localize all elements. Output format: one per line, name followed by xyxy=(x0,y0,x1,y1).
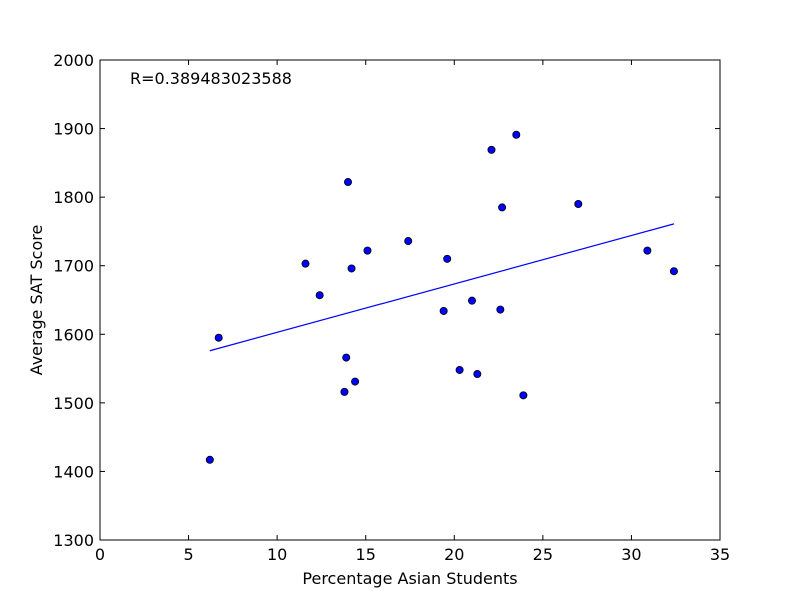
y-tick-label: 1700 xyxy=(53,257,94,276)
data-point xyxy=(340,387,349,396)
data-point xyxy=(404,237,413,246)
data-point xyxy=(443,254,452,263)
y-tick-label: 2000 xyxy=(53,51,94,70)
x-tick-label: 20 xyxy=(444,545,464,564)
y-tick-label: 1800 xyxy=(53,188,94,207)
data-point xyxy=(363,246,372,255)
y-tick-label: 1500 xyxy=(53,394,94,413)
data-point xyxy=(301,259,310,268)
data-point xyxy=(496,305,505,314)
data-point xyxy=(512,130,521,139)
x-tick-label: 35 xyxy=(710,545,730,564)
y-tick-label: 1300 xyxy=(53,531,94,550)
data-point xyxy=(487,145,496,154)
x-tick-label: 5 xyxy=(183,545,193,564)
data-point xyxy=(519,391,528,400)
y-tick-label: 1600 xyxy=(53,325,94,344)
data-point xyxy=(498,203,507,212)
x-tick-label: 0 xyxy=(95,545,105,564)
data-point xyxy=(669,267,678,276)
plot-area xyxy=(100,60,720,540)
y-tick-label: 1400 xyxy=(53,462,94,481)
data-point xyxy=(342,353,351,362)
data-marks xyxy=(205,130,678,464)
x-tick-label: 10 xyxy=(267,545,287,564)
x-axis-label: Percentage Asian Students xyxy=(302,569,517,588)
data-point xyxy=(315,291,324,300)
data-point xyxy=(205,455,214,464)
x-tick-label: 30 xyxy=(621,545,641,564)
data-point xyxy=(467,296,476,305)
data-point xyxy=(347,264,356,273)
data-point xyxy=(643,246,652,255)
data-point xyxy=(574,199,583,208)
y-axis-label: Average SAT Score xyxy=(27,225,46,376)
y-tick-label: 1900 xyxy=(53,120,94,139)
regression-line xyxy=(209,223,675,352)
x-tick-label: 15 xyxy=(356,545,376,564)
plot-frame xyxy=(99,59,721,541)
data-point xyxy=(473,370,482,379)
x-tick-label: 25 xyxy=(533,545,553,564)
data-point xyxy=(351,377,360,386)
data-point xyxy=(343,178,352,187)
data-point xyxy=(455,365,464,374)
data-point xyxy=(214,333,223,342)
data-point xyxy=(439,306,448,315)
correlation-annotation: R=0.389483023588 xyxy=(130,69,292,88)
axis-ticks: 0 5 10 15 20 25 30 35 1300 1400 1500 1600 1700 1800 19… xyxy=(53,51,730,564)
